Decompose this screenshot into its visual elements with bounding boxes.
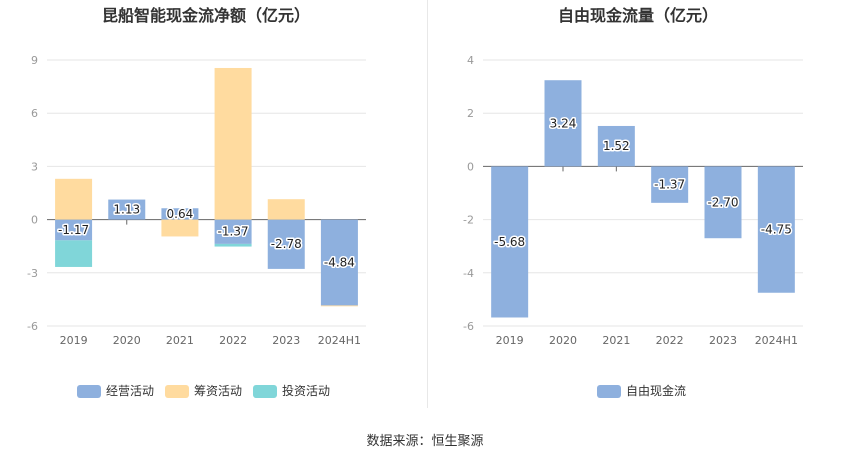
legend-swatch [253,385,277,398]
chart-title: 昆船智能现金流净额（亿元） [102,6,310,25]
data-label: -1.37 [654,178,685,192]
data-label: -5.68 [494,235,525,249]
bar-0-0-4 [267,219,305,269]
bar-0-1-0 [55,178,93,220]
bar-0-2-3 [214,243,252,247]
bar-1-0-3 [651,166,689,203]
legend-swatch [165,385,189,398]
legend-swatch [597,385,621,398]
legend-label: 筹资活动 [194,384,242,398]
legend-label: 经营活动 [106,384,154,398]
bar-1-0-4 [704,166,742,239]
bar-0-0-0 [55,219,93,241]
source-note: 数据来源：恒生聚源 [366,434,484,449]
legend-label: 自由现金流 [626,383,686,398]
x-tick-label: 2023 [709,334,737,347]
y-tick-label: -2 [463,214,474,227]
data-label: -4.75 [761,223,792,237]
x-tick-label: 2024H1 [318,334,361,347]
bar-1-0-0 [491,166,529,318]
y-tick-label: 9 [31,54,38,67]
y-tick-label: 4 [467,54,474,67]
x-tick-label: 2021 [166,334,194,347]
y-tick-label: 2 [467,107,474,120]
y-tick-label: -3 [27,267,38,280]
data-label: -1.17 [58,223,89,237]
data-label: 1.13 [113,203,140,217]
y-tick-label: 6 [31,107,38,120]
x-tick-label: 2019 [496,334,524,347]
bar-1-0-1 [544,80,582,167]
bar-0-1-5 [320,305,358,307]
bar-0-0-1 [108,199,146,220]
y-tick-label: -6 [27,320,38,333]
bar-0-0-2 [161,208,199,220]
x-tick-label: 2024H1 [755,334,798,347]
panel-divider [427,0,428,408]
data-label: 0.64 [167,207,194,221]
data-label: 3.24 [550,116,577,130]
bar-0-0-5 [320,219,358,306]
data-label: -2.70 [707,195,738,209]
x-tick-label: 2020 [549,334,577,347]
x-tick-label: 2021 [602,334,630,347]
data-label: -1.37 [218,225,249,239]
chart-title: 自由现金流量（亿元） [558,6,718,25]
bar-0-1-4 [267,199,305,220]
bar-0-1-3 [214,67,252,220]
x-tick-label: 2022 [219,334,247,347]
data-label: 1.52 [603,139,630,153]
bar-1-0-5 [757,166,795,293]
x-tick-label: 2023 [272,334,300,347]
data-label: -4.84 [324,256,355,270]
y-tick-label: 0 [31,214,38,227]
bar-0-2-0 [55,240,93,267]
legend-label: 投资活动 [282,383,330,398]
x-tick-label: 2019 [60,334,88,347]
x-tick-label: 2022 [656,334,684,347]
y-tick-label: 0 [467,160,474,173]
bar-1-0-2 [597,125,635,167]
bar-0-1-2 [161,219,199,237]
y-tick-label: 3 [31,160,38,173]
y-tick-label: -4 [463,267,474,280]
legend-swatch [77,385,101,398]
y-tick-label: -6 [463,320,474,333]
data-label: -2.78 [271,237,302,251]
x-tick-label: 2020 [113,334,141,347]
bar-0-0-3 [214,219,252,244]
